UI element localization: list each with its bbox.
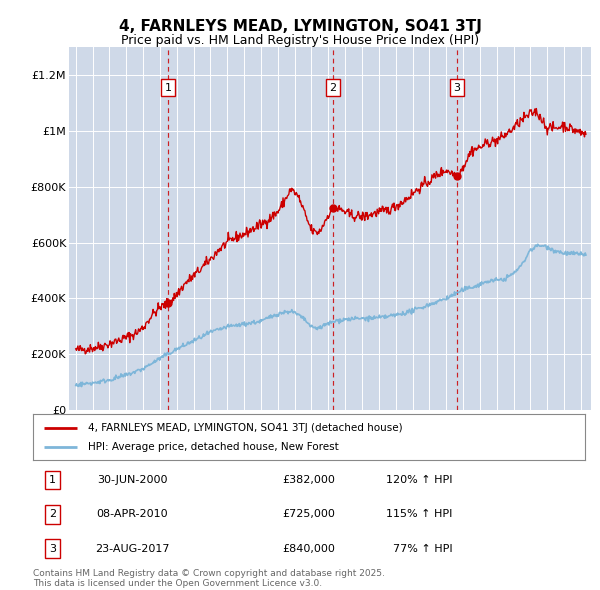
Text: 30-JUN-2000: 30-JUN-2000 <box>97 476 167 485</box>
Text: 120% ↑ HPI: 120% ↑ HPI <box>386 476 452 485</box>
Text: 3: 3 <box>454 83 461 93</box>
Text: 23-AUG-2017: 23-AUG-2017 <box>95 544 170 553</box>
Text: 77% ↑ HPI: 77% ↑ HPI <box>393 544 452 553</box>
Text: 4, FARNLEYS MEAD, LYMINGTON, SO41 3TJ: 4, FARNLEYS MEAD, LYMINGTON, SO41 3TJ <box>119 19 481 34</box>
Text: 1: 1 <box>165 83 172 93</box>
Text: 08-APR-2010: 08-APR-2010 <box>97 510 168 519</box>
Text: £382,000: £382,000 <box>283 476 335 485</box>
Text: 115% ↑ HPI: 115% ↑ HPI <box>386 510 452 519</box>
Text: 4, FARNLEYS MEAD, LYMINGTON, SO41 3TJ (detached house): 4, FARNLEYS MEAD, LYMINGTON, SO41 3TJ (d… <box>88 423 403 433</box>
Text: 2: 2 <box>329 83 337 93</box>
Text: 1: 1 <box>49 476 56 485</box>
Text: Price paid vs. HM Land Registry's House Price Index (HPI): Price paid vs. HM Land Registry's House … <box>121 34 479 47</box>
Text: HPI: Average price, detached house, New Forest: HPI: Average price, detached house, New … <box>88 442 339 453</box>
Text: 2: 2 <box>49 510 56 519</box>
Text: £725,000: £725,000 <box>283 510 335 519</box>
Text: 3: 3 <box>49 544 56 553</box>
Text: Contains HM Land Registry data © Crown copyright and database right 2025.
This d: Contains HM Land Registry data © Crown c… <box>33 569 385 588</box>
Text: £840,000: £840,000 <box>283 544 335 553</box>
